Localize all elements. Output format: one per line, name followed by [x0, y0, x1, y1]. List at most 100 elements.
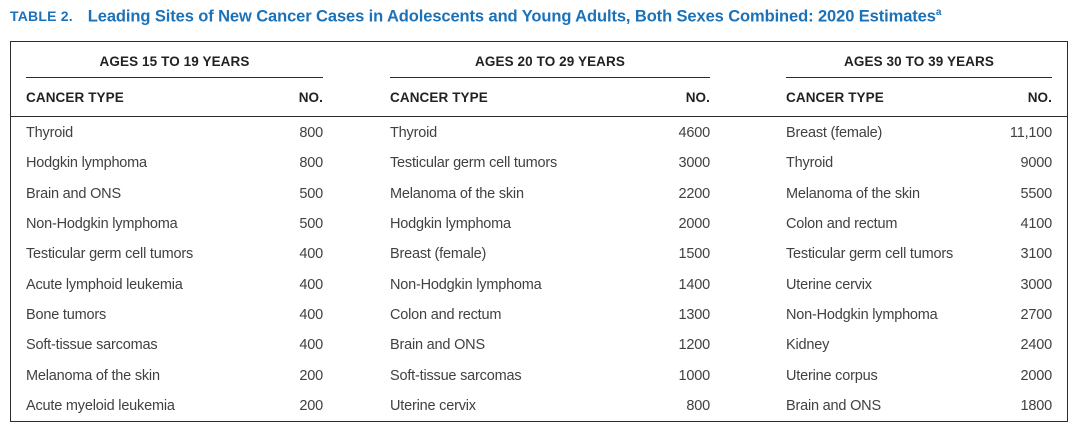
table-row: Non-Hodgkin lymphoma 500: [26, 209, 323, 239]
cancer-type-cell: Bone tumors: [26, 306, 107, 323]
cancer-type-cell: Hodgkin lymphoma: [390, 216, 511, 233]
age-group-label: AGES 30 TO 39 YEARS: [844, 54, 994, 69]
table-row: Acute myeloid leukemia 200: [26, 391, 323, 421]
table-row: Brain and ONS 500: [26, 179, 323, 209]
table-row: Thyroid 9000: [786, 148, 1052, 178]
header-rule: [26, 77, 323, 78]
case-count-cell: 2000: [678, 216, 711, 233]
cancer-type-column-header: CANCER TYPE: [390, 89, 488, 105]
table-header-zone: AGES 15 TO 19 YEARS CANCER TYPE NO. AGES…: [11, 42, 1067, 117]
case-count-cell: 1200: [678, 337, 711, 354]
group-body-ages-15-19: Thyroid 800 Hodgkin lymphoma 800 Brain and O…: [26, 118, 323, 421]
cancer-type-cell: Breast (female): [786, 125, 883, 142]
case-count-cell: 9000: [1020, 155, 1053, 172]
case-count-cell: 11,100: [1009, 125, 1052, 142]
case-count-cell: 2000: [1020, 367, 1053, 384]
table-row: Non-Hodgkin lymphoma 2700: [786, 300, 1052, 330]
number-column-header: NO.: [685, 89, 710, 105]
cancer-type-cell: Testicular germ cell tumors: [26, 246, 194, 263]
cancer-type-cell: Soft-tissue sarcomas: [26, 337, 158, 354]
case-count-cell: 200: [299, 397, 323, 414]
table-row: Uterine cervix 3000: [786, 269, 1052, 299]
cancer-type-cell: Brain and ONS: [26, 185, 121, 202]
table-title: TABLE 2. Leading Sites of New Cancer Case…: [10, 7, 941, 26]
cancer-type-cell: Kidney: [786, 337, 830, 354]
group-body-ages-20-29: Thyroid 4600 Testicular germ cell tumors 30…: [390, 118, 710, 421]
age-group-label: AGES 15 TO 19 YEARS: [99, 54, 250, 69]
group-body-ages-30-39: Breast (female) 11,100 Thyroid 9000 Melanoma…: [786, 118, 1052, 421]
table-row: Hodgkin lymphoma 2000: [390, 209, 710, 239]
cancer-type-cell: Non-Hodgkin lymphoma: [26, 216, 178, 233]
table-row: Soft-tissue sarcomas 1000: [390, 360, 710, 390]
cancer-type-cell: Thyroid: [786, 155, 833, 172]
case-count-cell: 400: [299, 337, 323, 354]
column-headers: CANCER TYPE NO.: [390, 78, 710, 116]
cancer-type-cell: Testicular germ cell tumors: [390, 155, 558, 172]
table-row: Hodgkin lymphoma 800: [26, 148, 323, 178]
case-count-cell: 1300: [678, 306, 711, 323]
cancer-type-cell: Soft-tissue sarcomas: [390, 367, 522, 384]
case-count-cell: 1800: [1020, 397, 1053, 414]
table-row: Thyroid 800: [26, 118, 323, 148]
number-column-header: NO.: [298, 89, 323, 105]
table-row: Thyroid 4600: [390, 118, 710, 148]
case-count-cell: 400: [299, 246, 323, 263]
cancer-type-cell: Colon and rectum: [390, 306, 502, 323]
table-row: Soft-tissue sarcomas 400: [26, 330, 323, 360]
case-count-cell: 1400: [678, 276, 711, 293]
table-row: Colon and rectum 1300: [390, 300, 710, 330]
cancer-type-cell: Thyroid: [26, 125, 73, 142]
case-count-cell: 5500: [1020, 185, 1053, 202]
table-row: Testicular germ cell tumors 400: [26, 239, 323, 269]
group-header-ages-20-29: AGES 20 TO 29 YEARS CANCER TYPE NO.: [390, 42, 710, 116]
table-row: Uterine cervix 800: [390, 391, 710, 421]
table-footnote-marker: a: [935, 7, 942, 18]
cancer-type-cell: Uterine cervix: [390, 397, 476, 414]
cancer-type-cell: Non-Hodgkin lymphoma: [786, 306, 938, 323]
case-count-cell: 1500: [678, 246, 711, 263]
cancer-type-cell: Brain and ONS: [786, 397, 881, 414]
case-count-cell: 4100: [1020, 216, 1053, 233]
column-headers: CANCER TYPE NO.: [786, 78, 1052, 116]
cancer-type-cell: Acute lymphoid leukemia: [26, 276, 183, 293]
cancer-cases-table: AGES 15 TO 19 YEARS CANCER TYPE NO. AGES…: [10, 41, 1068, 422]
table-row: Brain and ONS 1200: [390, 330, 710, 360]
cancer-type-cell: Uterine cervix: [786, 276, 872, 293]
table-title-text: Leading Sites of New Cancer Cases in Ado…: [87, 7, 936, 26]
case-count-cell: 3100: [1020, 246, 1053, 263]
table-row: Acute lymphoid leukemia 400: [26, 269, 323, 299]
table-number-label: TABLE 2.: [10, 8, 73, 25]
cancer-type-cell: Acute myeloid leukemia: [26, 397, 175, 414]
cancer-type-column-header: CANCER TYPE: [26, 89, 124, 105]
case-count-cell: 500: [299, 216, 323, 233]
case-count-cell: 800: [299, 155, 323, 172]
case-count-cell: 2200: [678, 185, 711, 202]
case-count-cell: 3000: [678, 155, 711, 172]
group-header-ages-30-39: AGES 30 TO 39 YEARS CANCER TYPE NO.: [786, 42, 1052, 116]
header-rule: [390, 77, 710, 78]
case-count-cell: 4600: [678, 125, 711, 142]
cancer-type-cell: Uterine corpus: [786, 367, 878, 384]
table-row: Uterine corpus 2000: [786, 360, 1052, 390]
table-body-zone: Thyroid 800 Hodgkin lymphoma 800 Brain and O…: [11, 117, 1067, 421]
table-row: Testicular germ cell tumors 3100: [786, 239, 1052, 269]
header-rule: [786, 77, 1052, 78]
cancer-type-cell: Hodgkin lymphoma: [26, 155, 147, 172]
case-count-cell: 800: [686, 397, 710, 414]
table-row: Melanoma of the skin 2200: [390, 179, 710, 209]
column-headers: CANCER TYPE NO.: [26, 78, 323, 116]
table-row: Melanoma of the skin 5500: [786, 179, 1052, 209]
cancer-type-cell: Breast (female): [390, 246, 487, 263]
table-row: Non-Hodgkin lymphoma 1400: [390, 269, 710, 299]
case-count-cell: 800: [299, 125, 323, 142]
cancer-type-cell: Thyroid: [390, 125, 437, 142]
table-row: Colon and rectum 4100: [786, 209, 1052, 239]
cancer-type-cell: Brain and ONS: [390, 337, 485, 354]
cancer-type-cell: Non-Hodgkin lymphoma: [390, 276, 542, 293]
cancer-type-cell: Melanoma of the skin: [26, 367, 160, 384]
cancer-type-cell: Testicular germ cell tumors: [786, 246, 954, 263]
age-group-label: AGES 20 TO 29 YEARS: [475, 54, 625, 69]
number-column-header: NO.: [1027, 89, 1052, 105]
group-header-ages-15-19: AGES 15 TO 19 YEARS CANCER TYPE NO.: [26, 42, 323, 116]
table-row: Melanoma of the skin 200: [26, 360, 323, 390]
